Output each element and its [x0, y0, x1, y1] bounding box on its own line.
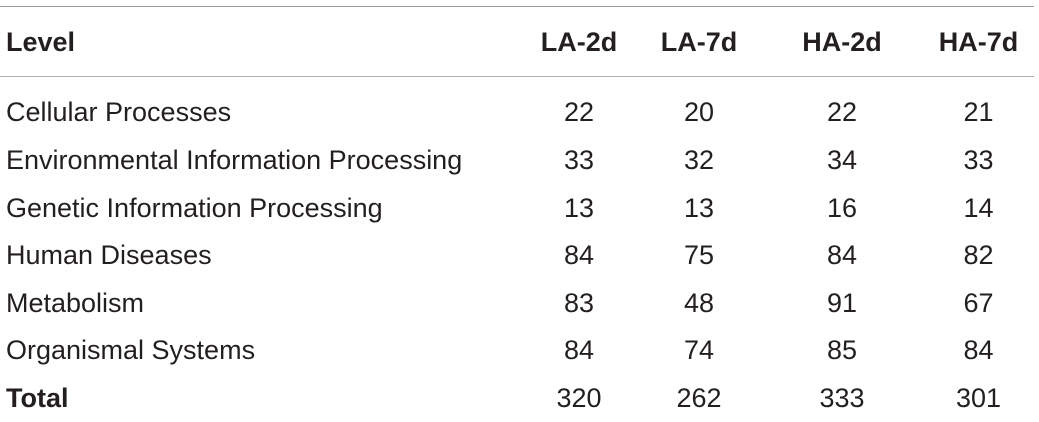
cell-ha-2d: 16: [766, 185, 918, 233]
table-row: Cellular Processes 22 20 22 21: [0, 66, 1039, 137]
cell-ha-7d: 21: [918, 66, 1039, 137]
header-ha-7d: HA-7d: [918, 18, 1039, 66]
cell-la-2d: 22: [526, 66, 632, 137]
cell-la-7d: 74: [632, 327, 766, 375]
cell-ha-2d: 34: [766, 137, 918, 185]
cell-ha-2d: 85: [766, 327, 918, 375]
cell-ha-2d: 22: [766, 66, 918, 137]
level-table: Level LA-2d LA-7d HA-2d HA-7d Cellular P…: [0, 18, 1039, 422]
row-label: Cellular Processes: [0, 66, 526, 137]
table-row: Genetic Information Processing 13 13 16 …: [0, 185, 1039, 233]
data-table: Level LA-2d LA-7d HA-2d HA-7d Cellular P…: [0, 0, 1039, 412]
cell-ha-2d: 84: [766, 232, 918, 280]
total-la-2d: 320: [526, 375, 632, 422]
cell-ha-2d: 91: [766, 280, 918, 328]
cell-la-2d: 83: [526, 280, 632, 328]
cell-ha-7d: 67: [918, 280, 1039, 328]
cell-ha-7d: 84: [918, 327, 1039, 375]
table-row: Metabolism 83 48 91 67: [0, 280, 1039, 328]
table-row: Organismal Systems 84 74 85 84: [0, 327, 1039, 375]
header-row: Level LA-2d LA-7d HA-2d HA-7d: [0, 18, 1039, 66]
total-ha-7d: 301: [918, 375, 1039, 422]
cell-la-7d: 48: [632, 280, 766, 328]
header-la-7d: LA-7d: [632, 18, 766, 66]
header-level: Level: [0, 18, 526, 66]
cell-la-2d: 13: [526, 185, 632, 233]
cell-la-7d: 20: [632, 66, 766, 137]
cell-la-7d: 13: [632, 185, 766, 233]
total-ha-2d: 333: [766, 375, 918, 422]
row-label: Metabolism: [0, 280, 526, 328]
top-rule: [0, 6, 1034, 7]
table-row: Human Diseases 84 75 84 82: [0, 232, 1039, 280]
cell-la-2d: 33: [526, 137, 632, 185]
total-label: Total: [0, 375, 526, 422]
row-label: Organismal Systems: [0, 327, 526, 375]
cell-la-7d: 75: [632, 232, 766, 280]
row-label: Human Diseases: [0, 232, 526, 280]
row-label: Genetic Information Processing: [0, 185, 526, 233]
cell-ha-7d: 33: [918, 137, 1039, 185]
cell-ha-7d: 14: [918, 185, 1039, 233]
cell-la-2d: 84: [526, 232, 632, 280]
cell-la-7d: 32: [632, 137, 766, 185]
table-row: Environmental Information Processing 33 …: [0, 137, 1039, 185]
header-ha-2d: HA-2d: [766, 18, 918, 66]
header-la-2d: LA-2d: [526, 18, 632, 66]
total-la-7d: 262: [632, 375, 766, 422]
row-label: Environmental Information Processing: [0, 137, 526, 185]
cell-ha-7d: 82: [918, 232, 1039, 280]
cell-la-2d: 84: [526, 327, 632, 375]
total-row: Total 320 262 333 301: [0, 375, 1039, 422]
